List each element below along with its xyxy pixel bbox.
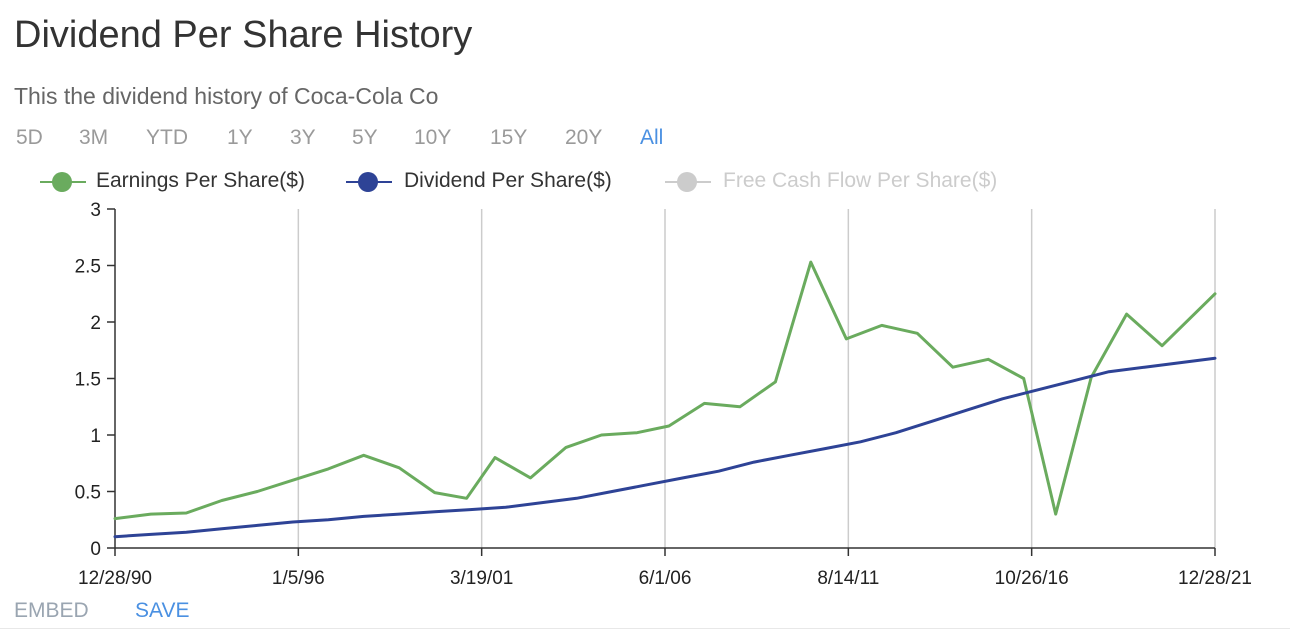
- x-tick-label: 12/28/21: [1178, 568, 1252, 589]
- y-tick-label: 0: [90, 539, 101, 560]
- range-tab-20y[interactable]: 20Y: [565, 126, 603, 149]
- series-line-eps: [113, 260, 1217, 521]
- line-chart: 12/28/90 1/5/96 3/19/01 6/1/06 8/14/11 10/26/…: [75, 200, 1252, 589]
- page-subtitle: This the dividend history of Coca-Cola C…: [14, 83, 439, 109]
- range-tab-10y[interactable]: 10Y: [414, 126, 452, 149]
- y-tick-label: 1.5: [75, 370, 101, 391]
- legend-label-eps: Earnings Per Share($): [96, 169, 305, 192]
- range-tab-5d[interactable]: 5D: [16, 126, 43, 149]
- legend-dot-dps: [358, 172, 378, 192]
- range-tab-3m[interactable]: 3M: [79, 126, 109, 149]
- page-title: Dividend Per Share History: [14, 14, 473, 56]
- legend-label-dps: Dividend Per Share($): [404, 169, 612, 192]
- y-tick-label: 2.5: [75, 257, 101, 278]
- x-tick-label: 3/19/01: [450, 568, 513, 589]
- legend-dot-fcf: [677, 172, 697, 192]
- range-tab-3y[interactable]: 3Y: [290, 126, 316, 149]
- range-tab-15y[interactable]: 15Y: [490, 126, 528, 149]
- x-tick-label: 8/14/11: [817, 568, 879, 589]
- x-tick-label: 10/26/16: [995, 568, 1069, 589]
- range-tab-all[interactable]: All: [640, 126, 664, 149]
- bottom-divider: [0, 628, 1290, 629]
- x-tick-label: 12/28/90: [78, 568, 152, 589]
- x-tick-label: 1/5/96: [272, 568, 325, 589]
- range-tab-5y[interactable]: 5Y: [352, 126, 378, 149]
- series-line-dps: [113, 356, 1217, 539]
- y-tick-label: 2: [90, 313, 101, 334]
- range-tab-1y[interactable]: 1Y: [227, 126, 253, 149]
- save-button[interactable]: SAVE: [135, 599, 190, 622]
- legend-dot-eps: [52, 172, 72, 192]
- y-tick-label: 1: [90, 426, 101, 447]
- y-tick-label: 0.5: [75, 483, 101, 504]
- y-tick-label: 3: [90, 200, 101, 221]
- legend-label-fcf: Free Cash Flow Per Share($): [723, 169, 998, 192]
- embed-button[interactable]: EMBED: [14, 599, 89, 622]
- chart-legend: Earnings Per Share($) Dividend Per Share…: [0, 166, 1290, 198]
- range-tab-ytd[interactable]: YTD: [146, 126, 188, 149]
- x-tick-label: 6/1/06: [639, 568, 692, 589]
